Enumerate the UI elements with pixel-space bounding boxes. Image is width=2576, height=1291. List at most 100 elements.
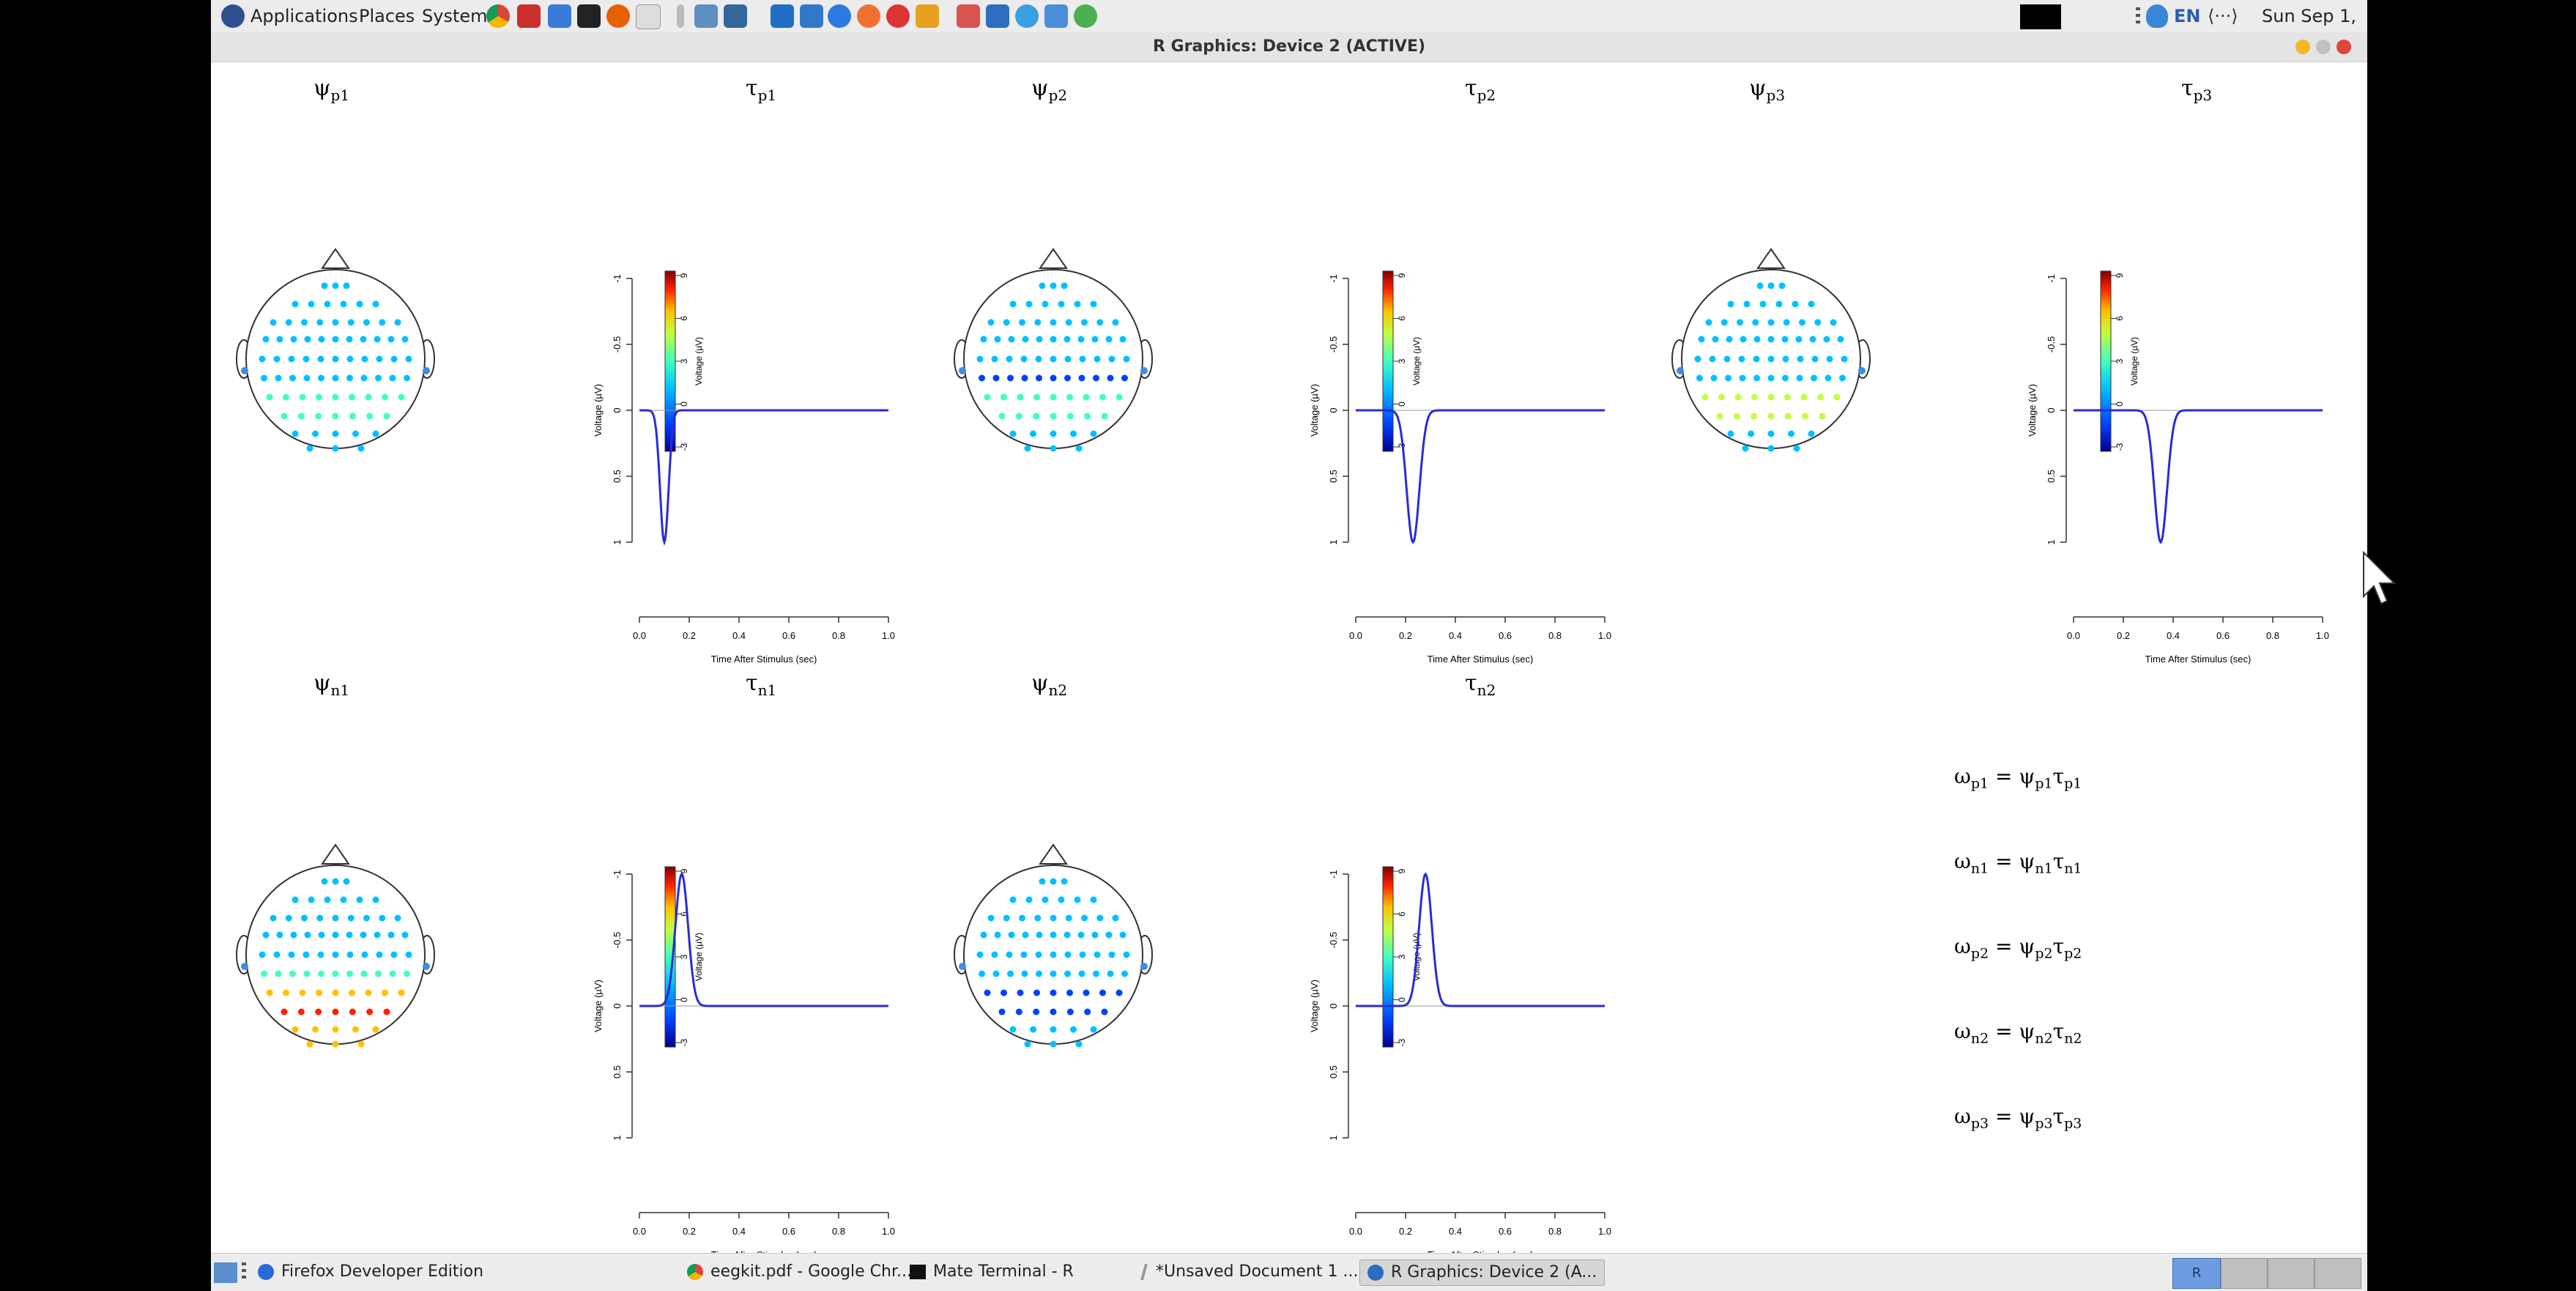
compass-launcher-icon[interactable] [857, 4, 880, 28]
show-desktop-icon[interactable] [214, 1262, 237, 1283]
electrode [285, 319, 292, 326]
x-tick-label: 0.6 [2216, 630, 2230, 641]
firefox-launcher-icon[interactable] [606, 4, 630, 28]
line-plot-n1: -1 -0.5 0 0.5 1 Voltage (µV) 0.0 0.2 0.4 0.6 0.8 1.… [593, 870, 895, 1253]
electrode [1841, 355, 1848, 363]
task-r-graphics[interactable]: R Graphics: Device 2 (A... [1359, 1259, 1606, 1286]
colorbar-label: Voltage (µV) [1411, 337, 1422, 385]
chrome-launcher-icon[interactable] [486, 4, 510, 28]
workspace-3[interactable] [2268, 1258, 2315, 1289]
close-button[interactable] [2336, 40, 2351, 54]
electrode [1767, 430, 1775, 437]
electrode [1058, 896, 1065, 903]
electrode [998, 413, 1006, 420]
electrode [1024, 445, 1031, 452]
workspace-4[interactable] [2315, 1258, 2361, 1289]
tools-launcher-icon[interactable] [916, 4, 939, 28]
colorbar-tick-label: 3 [679, 954, 689, 959]
electrode [1094, 951, 1101, 958]
language-indicator[interactable]: EN [2174, 6, 2201, 26]
jb-launcher-icon[interactable] [771, 4, 794, 28]
task-terminal[interactable]: Mate Terminal - R [902, 1259, 1081, 1284]
electrode [991, 355, 998, 363]
network-shield-icon[interactable] [2146, 4, 2168, 28]
task-editor[interactable]: *Unsaved Document 1 ... [1135, 1259, 1365, 1284]
menu-applications[interactable]: Applications [250, 6, 358, 26]
electrode [1021, 374, 1028, 382]
electrode [423, 367, 430, 374]
workspace-1[interactable]: R [2172, 1258, 2221, 1289]
electrode [1079, 355, 1086, 363]
electrode [1727, 430, 1734, 437]
title-tau-n1: τn1 [746, 670, 777, 699]
electrode [332, 970, 339, 977]
electrode [349, 989, 355, 996]
window-titlebar[interactable]: R Graphics: Device 2 (ACTIVE) [211, 32, 2367, 62]
electrode [1825, 374, 1832, 382]
electrode [289, 970, 296, 977]
editor-launcher-icon[interactable] [636, 4, 661, 29]
chart-launcher-icon[interactable] [800, 4, 823, 28]
workspace-2[interactable] [2221, 1258, 2268, 1289]
tray-dots-icon[interactable] [2136, 7, 2140, 26]
mail-launcher-icon[interactable] [957, 4, 980, 28]
colorbar-tick-label: 9 [679, 273, 689, 278]
topo-map-n2: -3 0 3 6 9 Voltage (µV) [954, 843, 1422, 1048]
mate-logo-icon[interactable] [221, 4, 245, 28]
menu-system[interactable]: System [422, 6, 488, 26]
electrode [316, 393, 322, 401]
electrode [1725, 374, 1731, 382]
electrode [1050, 914, 1057, 922]
x-tick-label: 0.4 [1449, 630, 1462, 641]
maximize-button[interactable] [2316, 40, 2331, 54]
electrode [259, 355, 266, 363]
volume-icon[interactable]: ⟨···⟩ [2208, 6, 2238, 26]
electrode [1823, 336, 1830, 343]
colorbar-tick-label: 3 [1397, 954, 1407, 959]
electrode [292, 300, 299, 308]
menu-places[interactable]: Places [359, 6, 415, 26]
electrode [1753, 374, 1760, 382]
db-launcher-icon[interactable] [724, 4, 747, 28]
y-tick-label: -1 [1328, 870, 1339, 878]
electrode [275, 970, 282, 977]
electrode [404, 374, 410, 382]
y-tick-label: 0.5 [612, 1065, 623, 1079]
electrode [347, 319, 355, 326]
colorbar-tick-label: 0 [1397, 997, 1407, 1002]
y-tick-label: 0 [1328, 1003, 1339, 1008]
electrode [302, 951, 310, 958]
bottom-taskbar: Firefox Developer Edition eegkit.pdf - G… [211, 1253, 2367, 1291]
electrode [316, 319, 324, 326]
title-tau-p2-sub: p2 [1477, 86, 1496, 104]
lifebuoy-launcher-icon[interactable] [886, 4, 910, 28]
electrode [1123, 355, 1130, 363]
electrode [1050, 282, 1057, 289]
terminal-launcher-icon[interactable] [577, 4, 601, 28]
text-launcher-icon[interactable] [677, 4, 684, 28]
leaf-launcher-icon[interactable] [1074, 4, 1097, 28]
filezilla-launcher-icon[interactable] [517, 4, 541, 28]
electrode [357, 445, 365, 452]
electrode [1800, 393, 1808, 401]
tex-launcher-icon[interactable] [1015, 4, 1039, 28]
minimize-button[interactable] [2295, 40, 2310, 54]
electrode [374, 336, 381, 343]
electrode [1050, 355, 1057, 363]
monitor-launcher-icon[interactable] [986, 4, 1009, 28]
clock[interactable]: Sun Sep 1, 22:08 [2262, 6, 2357, 53]
screen-launcher-icon[interactable] [548, 4, 571, 28]
electrode [356, 300, 363, 308]
electrode [1061, 282, 1068, 289]
thunderbird-launcher-icon[interactable] [828, 4, 851, 28]
eq-n1-psi: n1 [2035, 860, 2053, 877]
x-tick-label: 0.6 [782, 1226, 795, 1237]
electrode [1034, 319, 1042, 326]
task-firefox[interactable]: Firefox Developer Edition [250, 1259, 491, 1284]
python-launcher-icon[interactable] [1044, 4, 1068, 28]
image-launcher-icon[interactable] [694, 4, 718, 28]
task-chrome[interactable]: eegkit.pdf - Google Chr... [680, 1259, 919, 1284]
electrode [352, 430, 359, 437]
head-nose [321, 248, 350, 269]
eq-p2-tau: p2 [2064, 945, 2082, 962]
